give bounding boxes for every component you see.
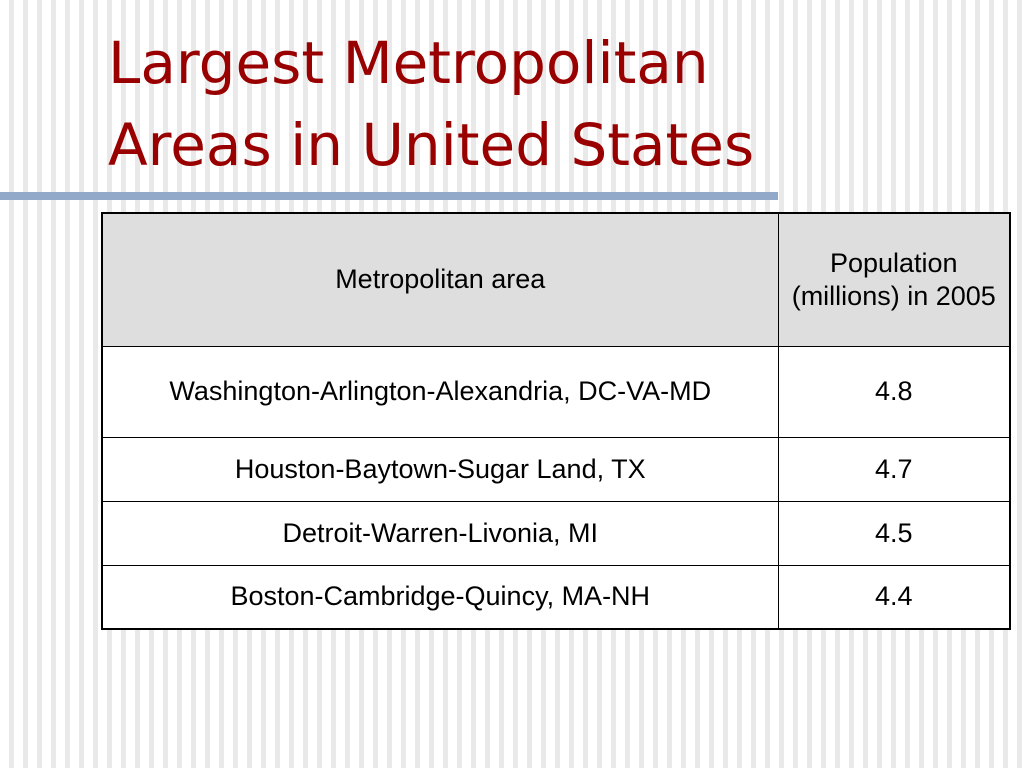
table-row: Boston-Cambridge-Quincy, MA-NH 4.4 — [101, 564, 1011, 630]
cell-population: 4.8 — [777, 345, 1011, 438]
table-row: Washington-Arlington-Alexandria, DC-VA-M… — [101, 345, 1011, 438]
slide-title: Largest Metropolitan Areas in United Sta… — [108, 22, 754, 186]
header-metropolitan-area: Metropolitan area — [101, 212, 779, 347]
cell-population: 4.7 — [777, 436, 1011, 502]
header-population: Population (millions) in 2005 — [777, 212, 1011, 347]
cell-population: 4.5 — [777, 500, 1011, 566]
table-row: Detroit-Warren-Livonia, MI 4.5 — [101, 500, 1011, 566]
slide-title-line-2: Areas in United States — [108, 111, 755, 179]
cell-population: 4.4 — [777, 564, 1011, 630]
cell-area: Detroit-Warren-Livonia, MI — [101, 500, 779, 566]
metro-population-table: Metropolitan area Population (millions) … — [101, 212, 1011, 630]
cell-area: Boston-Cambridge-Quincy, MA-NH — [101, 564, 779, 630]
cell-area: Washington-Arlington-Alexandria, DC-VA-M… — [101, 345, 779, 438]
table-row: Houston-Baytown-Sugar Land, TX 4.7 — [101, 436, 1011, 502]
title-divider — [0, 192, 778, 200]
slide-title-line-1: Largest Metropolitan — [108, 29, 709, 97]
cell-area: Houston-Baytown-Sugar Land, TX — [101, 436, 779, 502]
table-header-row: Metropolitan area Population (millions) … — [101, 212, 1011, 347]
